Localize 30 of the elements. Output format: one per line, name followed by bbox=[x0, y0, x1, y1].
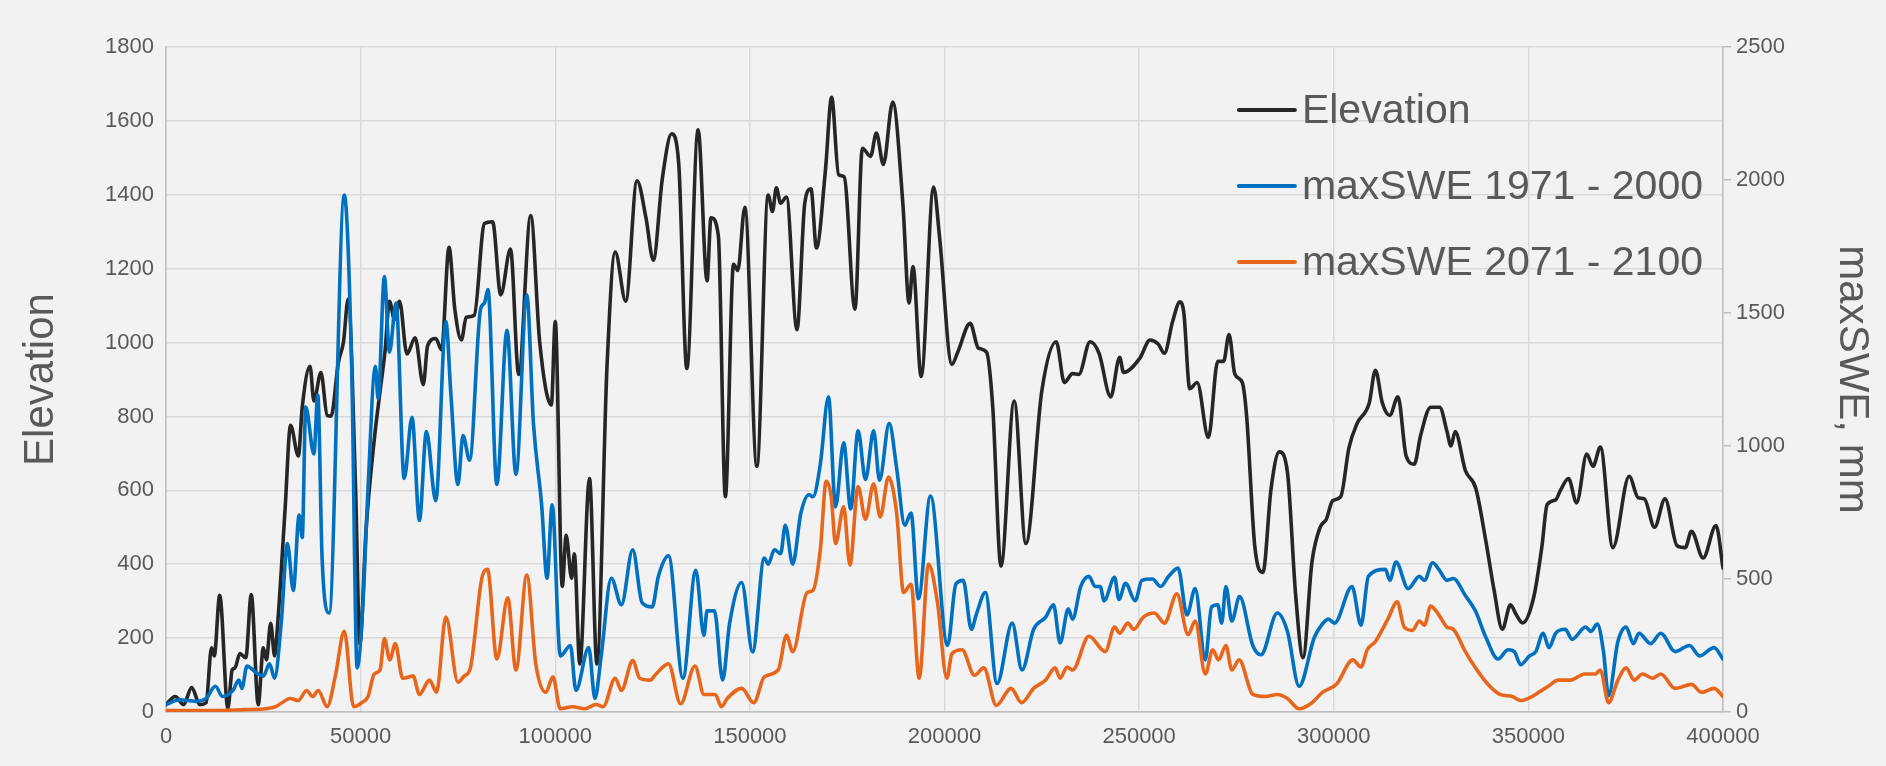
x-tick-label: 100000 bbox=[518, 723, 592, 749]
y-tick-label: 0 bbox=[141, 698, 154, 724]
y2-tick-label: 500 bbox=[1736, 565, 1773, 591]
y2-tick-label: 0 bbox=[1736, 698, 1749, 724]
y2-tick-label: 1500 bbox=[1736, 299, 1785, 325]
x-tick-label: 300000 bbox=[1297, 723, 1371, 749]
x-tick-label: 150000 bbox=[713, 723, 787, 749]
y2-tick-label: 2000 bbox=[1736, 166, 1785, 192]
y2-axis-title: maxSWE, mm bbox=[1831, 245, 1879, 514]
y-tick-label: 1200 bbox=[105, 254, 154, 280]
y-tick-label: 1000 bbox=[105, 328, 154, 354]
y-tick-label: 1800 bbox=[105, 33, 154, 59]
y-tick-label: 1400 bbox=[105, 180, 154, 206]
legend-label: Elevation bbox=[1301, 86, 1471, 133]
x-tick-label: 250000 bbox=[1102, 723, 1176, 749]
y-tick-label: 800 bbox=[117, 402, 154, 428]
legend-label: maxSWE 2071 - 2100 bbox=[1301, 238, 1703, 285]
y-tick-label: 200 bbox=[117, 624, 154, 650]
x-tick-label: 200000 bbox=[907, 723, 982, 749]
legend-label: maxSWE 1971 - 2000 bbox=[1301, 162, 1703, 209]
x-tick-label: 350000 bbox=[1491, 723, 1566, 749]
x-tick-label: 400000 bbox=[1686, 723, 1760, 749]
y-tick-label: 600 bbox=[117, 476, 154, 502]
x-tick-label: 0 bbox=[159, 723, 173, 749]
y-axis-title: Elevation bbox=[14, 293, 62, 466]
y2-tick-label: 2500 bbox=[1736, 33, 1785, 59]
y2-tick-label: 1000 bbox=[1736, 432, 1785, 458]
y-tick-label: 1600 bbox=[105, 106, 154, 132]
x-tick-label: 50000 bbox=[330, 723, 392, 749]
y-tick-label: 400 bbox=[117, 550, 154, 576]
